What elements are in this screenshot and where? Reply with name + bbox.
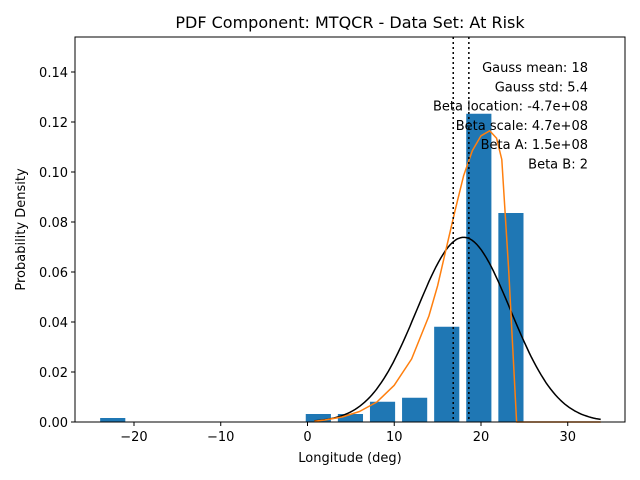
y-tick-label: 0.14 — [39, 66, 68, 81]
y-axis-label: Probability Density — [14, 168, 29, 291]
stats-annotation: Gauss std: 5.4 — [495, 80, 588, 95]
y-tick-label: 0.10 — [39, 166, 68, 181]
stats-annotation: Beta scale: 4.7e+08 — [456, 119, 588, 134]
y-tick-label: 0.12 — [39, 116, 68, 131]
histogram-bar — [100, 418, 126, 422]
stats-annotation: Beta B: 2 — [528, 158, 588, 173]
histogram-bar — [434, 326, 460, 422]
chart-title: PDF Component: MTQCR - Data Set: At Risk — [175, 13, 525, 32]
histogram-bar — [369, 401, 396, 422]
x-tick-label: −10 — [207, 430, 234, 445]
histogram-bar — [305, 414, 331, 422]
y-tick-label: 0.08 — [39, 216, 68, 231]
stats-annotation: Beta A: 1.5e+08 — [481, 138, 588, 153]
y-axis-ticks: 0.00 0.02 0.04 0.06 0.08 0.10 0.12 0.14 — [39, 66, 75, 431]
curves — [314, 130, 601, 423]
x-tick-label: 20 — [473, 430, 490, 445]
beta-pdf-line — [314, 130, 601, 423]
y-tick-label: 0.06 — [39, 266, 68, 281]
x-tick-label: 10 — [386, 430, 403, 445]
y-tick-label: 0.02 — [39, 366, 68, 381]
x-axis-ticks: −20 −10 0 10 20 30 — [120, 422, 576, 445]
x-tick-label: 30 — [559, 430, 576, 445]
annotations: Gauss mean: 18 Gauss std: 5.4 Beta locatio… — [433, 61, 588, 173]
histogram-bar — [337, 414, 364, 422]
histogram-bar — [402, 397, 428, 422]
histogram-bar — [466, 113, 492, 422]
bars — [100, 113, 524, 422]
gauss-pdf-line — [314, 236, 601, 422]
reference-lines — [452, 37, 470, 422]
x-axis-label: Longitude (deg) — [298, 451, 401, 466]
x-tick-label: −20 — [120, 430, 147, 445]
stats-annotation: Beta location: -4.7e+08 — [433, 100, 588, 115]
x-tick-label: 0 — [303, 430, 311, 445]
y-tick-label: 0.04 — [39, 316, 68, 331]
plot-frame — [74, 36, 626, 423]
stats-annotation: Gauss mean: 18 — [482, 61, 588, 76]
y-tick-label: 0.00 — [39, 416, 68, 431]
